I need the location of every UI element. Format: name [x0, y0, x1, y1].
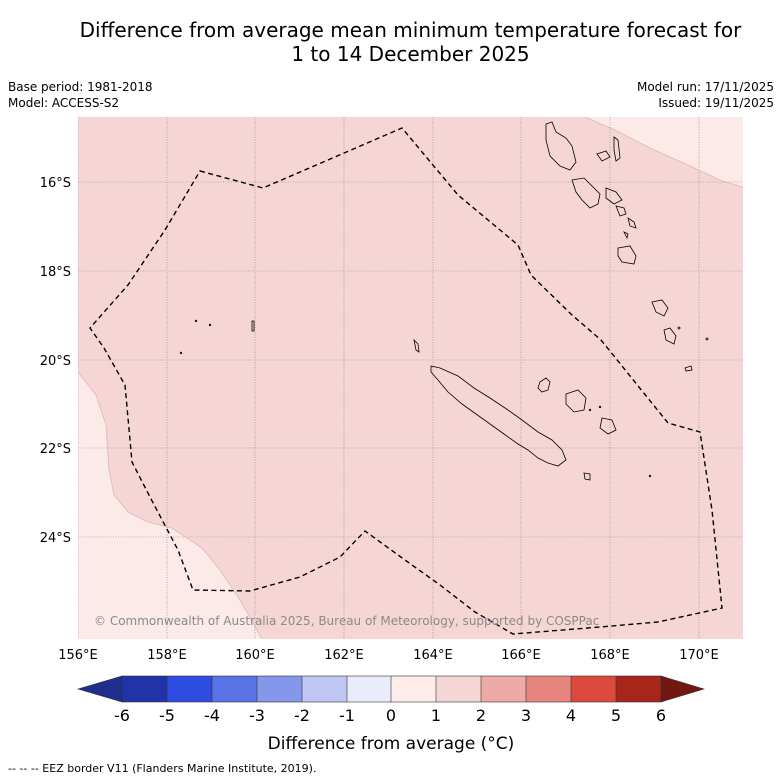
- lat-tick-label: 24°S: [40, 531, 71, 546]
- lon-tick-label: 162°E: [324, 648, 364, 663]
- colorbar: -6 -5 -4 -3 -2 -1 0 1 2 3 4 5 6 Differen…: [76, 675, 706, 754]
- eez-border: [89, 127, 723, 635]
- colorbar-segment: [212, 676, 257, 702]
- lon-tick-label: 168°E: [590, 648, 630, 663]
- ouvea-island: [537, 377, 551, 393]
- colorbar-segment: [616, 676, 661, 702]
- gridlines: [78, 117, 743, 639]
- lat-tick-label: 20°S: [40, 354, 71, 369]
- title-line-2: 1 to 14 December 2025: [291, 42, 530, 66]
- lat-tick-label: 22°S: [40, 442, 71, 457]
- title-line-1: Difference from average mean minimum tem…: [79, 18, 742, 42]
- colorbar-tick-label: 2: [476, 706, 486, 725]
- lat-axis-labels: 16°S 18°S 20°S 22°S 24°S: [40, 176, 71, 546]
- colorbar-segment: [347, 676, 391, 702]
- eez-legend-footer: -- -- -- EEZ border V11 (Flanders Marine…: [8, 762, 317, 775]
- info-right: Model run: 17/11/2025 Issued: 19/11/2025: [637, 79, 774, 111]
- lon-tick-label: 156°E: [58, 648, 98, 663]
- colorbar-tick-label: 3: [521, 706, 531, 725]
- colorbar-tick-label: -5: [159, 706, 175, 725]
- issued-text: Issued: 19/11/2025: [658, 96, 774, 110]
- colorbar-segment: [302, 676, 347, 702]
- lon-tick-label: 166°E: [501, 648, 541, 663]
- colorbar-tick-label: 4: [566, 706, 576, 725]
- colorbar-ticks: -6 -5 -4 -3 -2 -1 0 1 2 3 4 5 6: [114, 706, 666, 725]
- map-title: Difference from average mean minimum tem…: [40, 18, 781, 66]
- model-text: Model: ACCESS-S2: [8, 96, 120, 110]
- colorbar-segment: [167, 676, 212, 702]
- lat-tick-label: 18°S: [40, 265, 71, 280]
- mare-island: [599, 417, 617, 435]
- copyright-text: © Commonwealth of Australia 2025, Bureau…: [94, 614, 599, 628]
- anomaly-contour-west: [78, 371, 263, 639]
- colorbar-label: Difference from average (°C): [268, 734, 515, 754]
- colorbar-tick-label: 6: [656, 706, 666, 725]
- lon-tick-label: 164°E: [413, 648, 453, 663]
- colorbar-segment: [391, 676, 436, 702]
- lifou-island: [565, 389, 587, 413]
- small-islets: [179, 319, 709, 478]
- vanuatu-islands: [545, 121, 677, 345]
- info-left: Base period: 1981-2018 Model: ACCESS-S2: [8, 79, 153, 111]
- colorbar-segment: [526, 676, 571, 702]
- lon-tick-label: 160°E: [235, 648, 275, 663]
- colorbar-tick-label: 0: [386, 706, 396, 725]
- map-panel: © Commonwealth of Australia 2025, Bureau…: [78, 117, 743, 639]
- base-period-text: Base period: 1981-2018: [8, 80, 153, 94]
- colorbar-dividers: [166, 676, 617, 702]
- colorbar-tick-label: -3: [249, 706, 265, 725]
- lon-tick-label: 158°E: [147, 648, 187, 663]
- anomaly-0-1-region-west: [78, 372, 262, 639]
- new-caledonia-island: [430, 365, 567, 467]
- belep-islands: [413, 338, 420, 353]
- colorbar-extend-high: [660, 675, 706, 703]
- lon-axis-labels: 156°E 158°E 160°E 162°E 164°E 166°E 168°…: [58, 648, 719, 663]
- colorbar-tick-label: -2: [294, 706, 310, 725]
- colorbar-segment: [122, 676, 167, 702]
- colorbar-segment: [257, 676, 302, 702]
- colorbar-tick-label: 5: [611, 706, 621, 725]
- colorbar-segment: [436, 676, 481, 702]
- colorbar-tick-label: -1: [339, 706, 355, 725]
- lat-tick-label: 16°S: [40, 176, 71, 191]
- isle-of-pines: [583, 472, 591, 481]
- lon-tick-label: 170°E: [679, 648, 719, 663]
- colorbar-tick-label: 1: [431, 706, 441, 725]
- colorbar-segment: [481, 676, 526, 702]
- colorbar-tick-label: -6: [114, 706, 130, 725]
- colorbar-segment: [571, 676, 616, 702]
- colorbar-tick-label: -4: [204, 706, 220, 725]
- colorbar-extend-low: [76, 675, 123, 703]
- model-run-text: Model run: 17/11/2025: [636, 80, 774, 94]
